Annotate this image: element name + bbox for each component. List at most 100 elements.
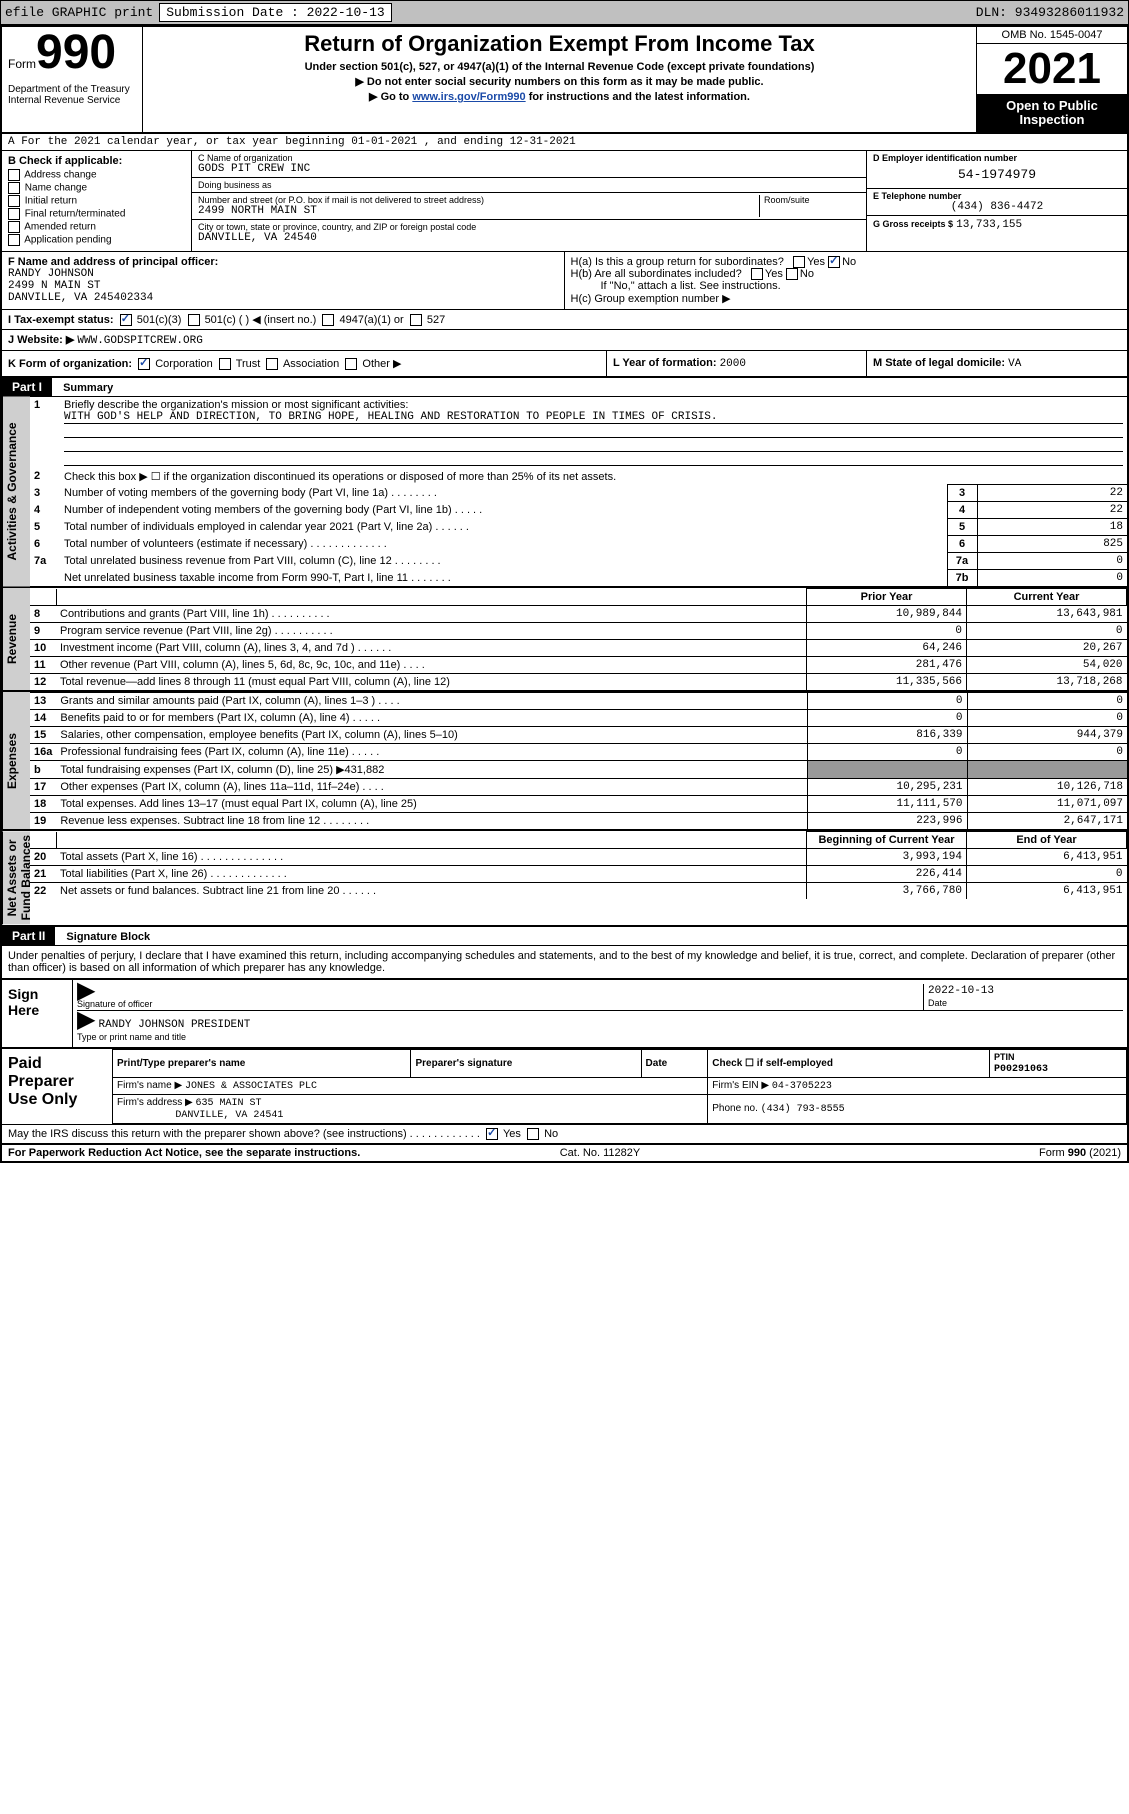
tel-label: E Telephone number: [873, 191, 1121, 201]
footer-right: Form 990 (2021): [1039, 1147, 1121, 1159]
dept-label: Department of the Treasury Internal Reve…: [8, 84, 136, 106]
form-subtitle-2: ▶ Do not enter social security numbers o…: [147, 75, 972, 88]
summary-table: 1Briefly describe the organization's mis…: [30, 397, 1127, 587]
ptin: P00291063: [994, 1064, 1048, 1075]
org-name: GODS PIT CREW INC: [198, 163, 860, 175]
f-label: F Name and address of principal officer:: [8, 256, 218, 268]
opt-4947: 4947(a)(1) or: [340, 314, 404, 326]
opt-527: 527: [427, 314, 445, 326]
hdr-beginning: Beginning of Current Year: [807, 832, 967, 849]
row-j: J Website: ▶ WWW.GODSPITCREW.ORG: [2, 330, 1127, 351]
section-c: C Name of organization GODS PIT CREW INC…: [192, 151, 867, 251]
part-2-header: Part II Signature Block: [2, 927, 1127, 946]
state-domicile: VA: [1008, 358, 1021, 370]
form-subtitle-3: ▶ Go to www.irs.gov/Form990 for instruct…: [147, 90, 972, 103]
page-footer: For Paperwork Reduction Act Notice, see …: [2, 1145, 1127, 1161]
mission-text: WITH GOD'S HELP AND DIRECTION, TO BRING …: [64, 411, 1123, 424]
officer-name: RANDY JOHNSON: [8, 268, 558, 280]
sign-here-label: Sign Here: [2, 980, 72, 1047]
gross-label: G Gross receipts $: [873, 219, 953, 229]
firm-phone: (434) 793-8555: [761, 1104, 845, 1115]
prep-h-sig: Preparer's signature: [411, 1050, 641, 1078]
dln: DLN: 93493286011932: [976, 5, 1124, 20]
sig-date: 2022-10-13: [928, 985, 994, 997]
part-2-title: Signature Block: [58, 929, 158, 945]
opt-corp: Corporation: [155, 358, 212, 370]
cb-label: Address change: [24, 169, 96, 180]
firm-addr2: DANVILLE, VA 24541: [175, 1110, 283, 1121]
firm-ein-label: Firm's EIN ▶: [712, 1080, 769, 1091]
opt-assoc: Association: [283, 358, 339, 370]
row-k-l-m: K Form of organization: Corporation Trus…: [2, 351, 1127, 378]
h-a: H(a) Is this a group return for subordin…: [571, 256, 1122, 268]
omb-column: OMB No. 1545-0047 2021 Open to Public In…: [977, 27, 1127, 132]
b-label: B Check if applicable:: [8, 155, 185, 167]
netassets-table: Beginning of Current YearEnd of Year 20T…: [30, 831, 1127, 899]
row-a-tax-year: A For the 2021 calendar year, or tax yea…: [2, 134, 1127, 151]
opt-501c3: 501(c)(3): [137, 314, 182, 326]
h-b: H(b) Are all subordinates included? Yes …: [571, 268, 1122, 280]
firm-name: JONES & ASSOCIATES PLC: [185, 1081, 317, 1092]
side-label-netassets: Net Assets or Fund Balances: [2, 831, 30, 924]
submission-date: Submission Date : 2022-10-13: [159, 3, 391, 22]
hdr-end: End of Year: [967, 832, 1127, 849]
cb-label: Final return/terminated: [25, 208, 126, 219]
cb-label: Amended return: [24, 221, 96, 232]
section-d-e-g: D Employer identification number 54-1974…: [867, 151, 1127, 251]
may-discuss-row: May the IRS discuss this return with the…: [2, 1125, 1127, 1145]
i-label: I Tax-exempt status:: [8, 314, 114, 326]
prep-h-date: Date: [641, 1050, 708, 1078]
k-label: K Form of organization:: [8, 358, 132, 370]
q2-text: Check this box ▶ ☐ if the organization d…: [60, 468, 1127, 485]
part-2-badge: Part II: [2, 927, 55, 945]
telephone: (434) 836-4472: [873, 201, 1121, 213]
gross-receipts: 13,733,155: [956, 219, 1022, 231]
firm-addr1: 635 MAIN ST: [196, 1098, 262, 1109]
netassets-section: Net Assets or Fund Balances Beginning of…: [2, 831, 1127, 926]
cb-amended-return[interactable]: Amended return: [8, 221, 185, 233]
paid-preparer-block: Paid Preparer Use Only Print/Type prepar…: [2, 1049, 1127, 1125]
firm-name-label: Firm's name ▶: [117, 1080, 182, 1091]
section-k: K Form of organization: Corporation Trus…: [2, 351, 607, 376]
street-address: 2499 NORTH MAIN ST: [198, 205, 755, 217]
may-discuss-text: May the IRS discuss this return with the…: [8, 1128, 480, 1140]
irs-link[interactable]: www.irs.gov/Form990: [412, 91, 525, 103]
tax-year: 2021: [977, 44, 1127, 95]
form-label: Form: [8, 57, 36, 71]
cb-initial-return[interactable]: Initial return: [8, 195, 185, 207]
form-number-block: Form990 Department of the Treasury Inter…: [2, 27, 142, 132]
revenue-section: Revenue Prior YearCurrent Year 8Contribu…: [2, 588, 1127, 692]
prep-h-selfemp: Check ☐ if self-employed: [708, 1050, 990, 1078]
expenses-table: 13Grants and similar amounts paid (Part …: [30, 692, 1127, 829]
firm-addr-label: Firm's address ▶: [117, 1097, 193, 1108]
opt-trust: Trust: [236, 358, 261, 370]
form-header: Form990 Department of the Treasury Inter…: [2, 27, 1127, 134]
q1-label: Briefly describe the organization's miss…: [64, 399, 408, 411]
cb-label: Name change: [25, 182, 87, 193]
prep-h-name: Print/Type preparer's name: [113, 1050, 411, 1078]
preparer-table: Print/Type preparer's name Preparer's si…: [112, 1049, 1127, 1124]
section-f: F Name and address of principal officer:…: [2, 252, 565, 309]
cb-label: Application pending: [24, 234, 111, 245]
side-label-expenses: Expenses: [2, 692, 30, 829]
officer-addr1: 2499 N MAIN ST: [8, 280, 558, 292]
cb-address-change[interactable]: Address change: [8, 169, 185, 181]
hdr-current-year: Current Year: [967, 589, 1127, 606]
form-page: Form990 Department of the Treasury Inter…: [0, 25, 1129, 1163]
section-m: M State of legal domicile: VA: [867, 351, 1127, 376]
hb-label: H(b) Are all subordinates included?: [571, 268, 742, 280]
l-label: L Year of formation:: [613, 357, 717, 369]
cb-name-change[interactable]: Name change: [8, 182, 185, 194]
opt-501c: 501(c) ( ) ◀ (insert no.): [205, 314, 317, 326]
sub3-post: for instructions and the latest informat…: [526, 91, 750, 103]
cb-application-pending[interactable]: Application pending: [8, 234, 185, 246]
revenue-table: Prior YearCurrent Year 8Contributions an…: [30, 588, 1127, 690]
city-state-zip: DANVILLE, VA 24540: [198, 232, 860, 244]
j-label: J Website: ▶: [8, 334, 74, 346]
section-l: L Year of formation: 2000: [607, 351, 867, 376]
footer-left: For Paperwork Reduction Act Notice, see …: [8, 1147, 360, 1159]
cb-final-return[interactable]: Final return/terminated: [8, 208, 185, 220]
hdr-prior-year: Prior Year: [807, 589, 967, 606]
officer-addr2: DANVILLE, VA 245402334: [8, 292, 558, 304]
paid-preparer-label: Paid Preparer Use Only: [2, 1049, 112, 1124]
